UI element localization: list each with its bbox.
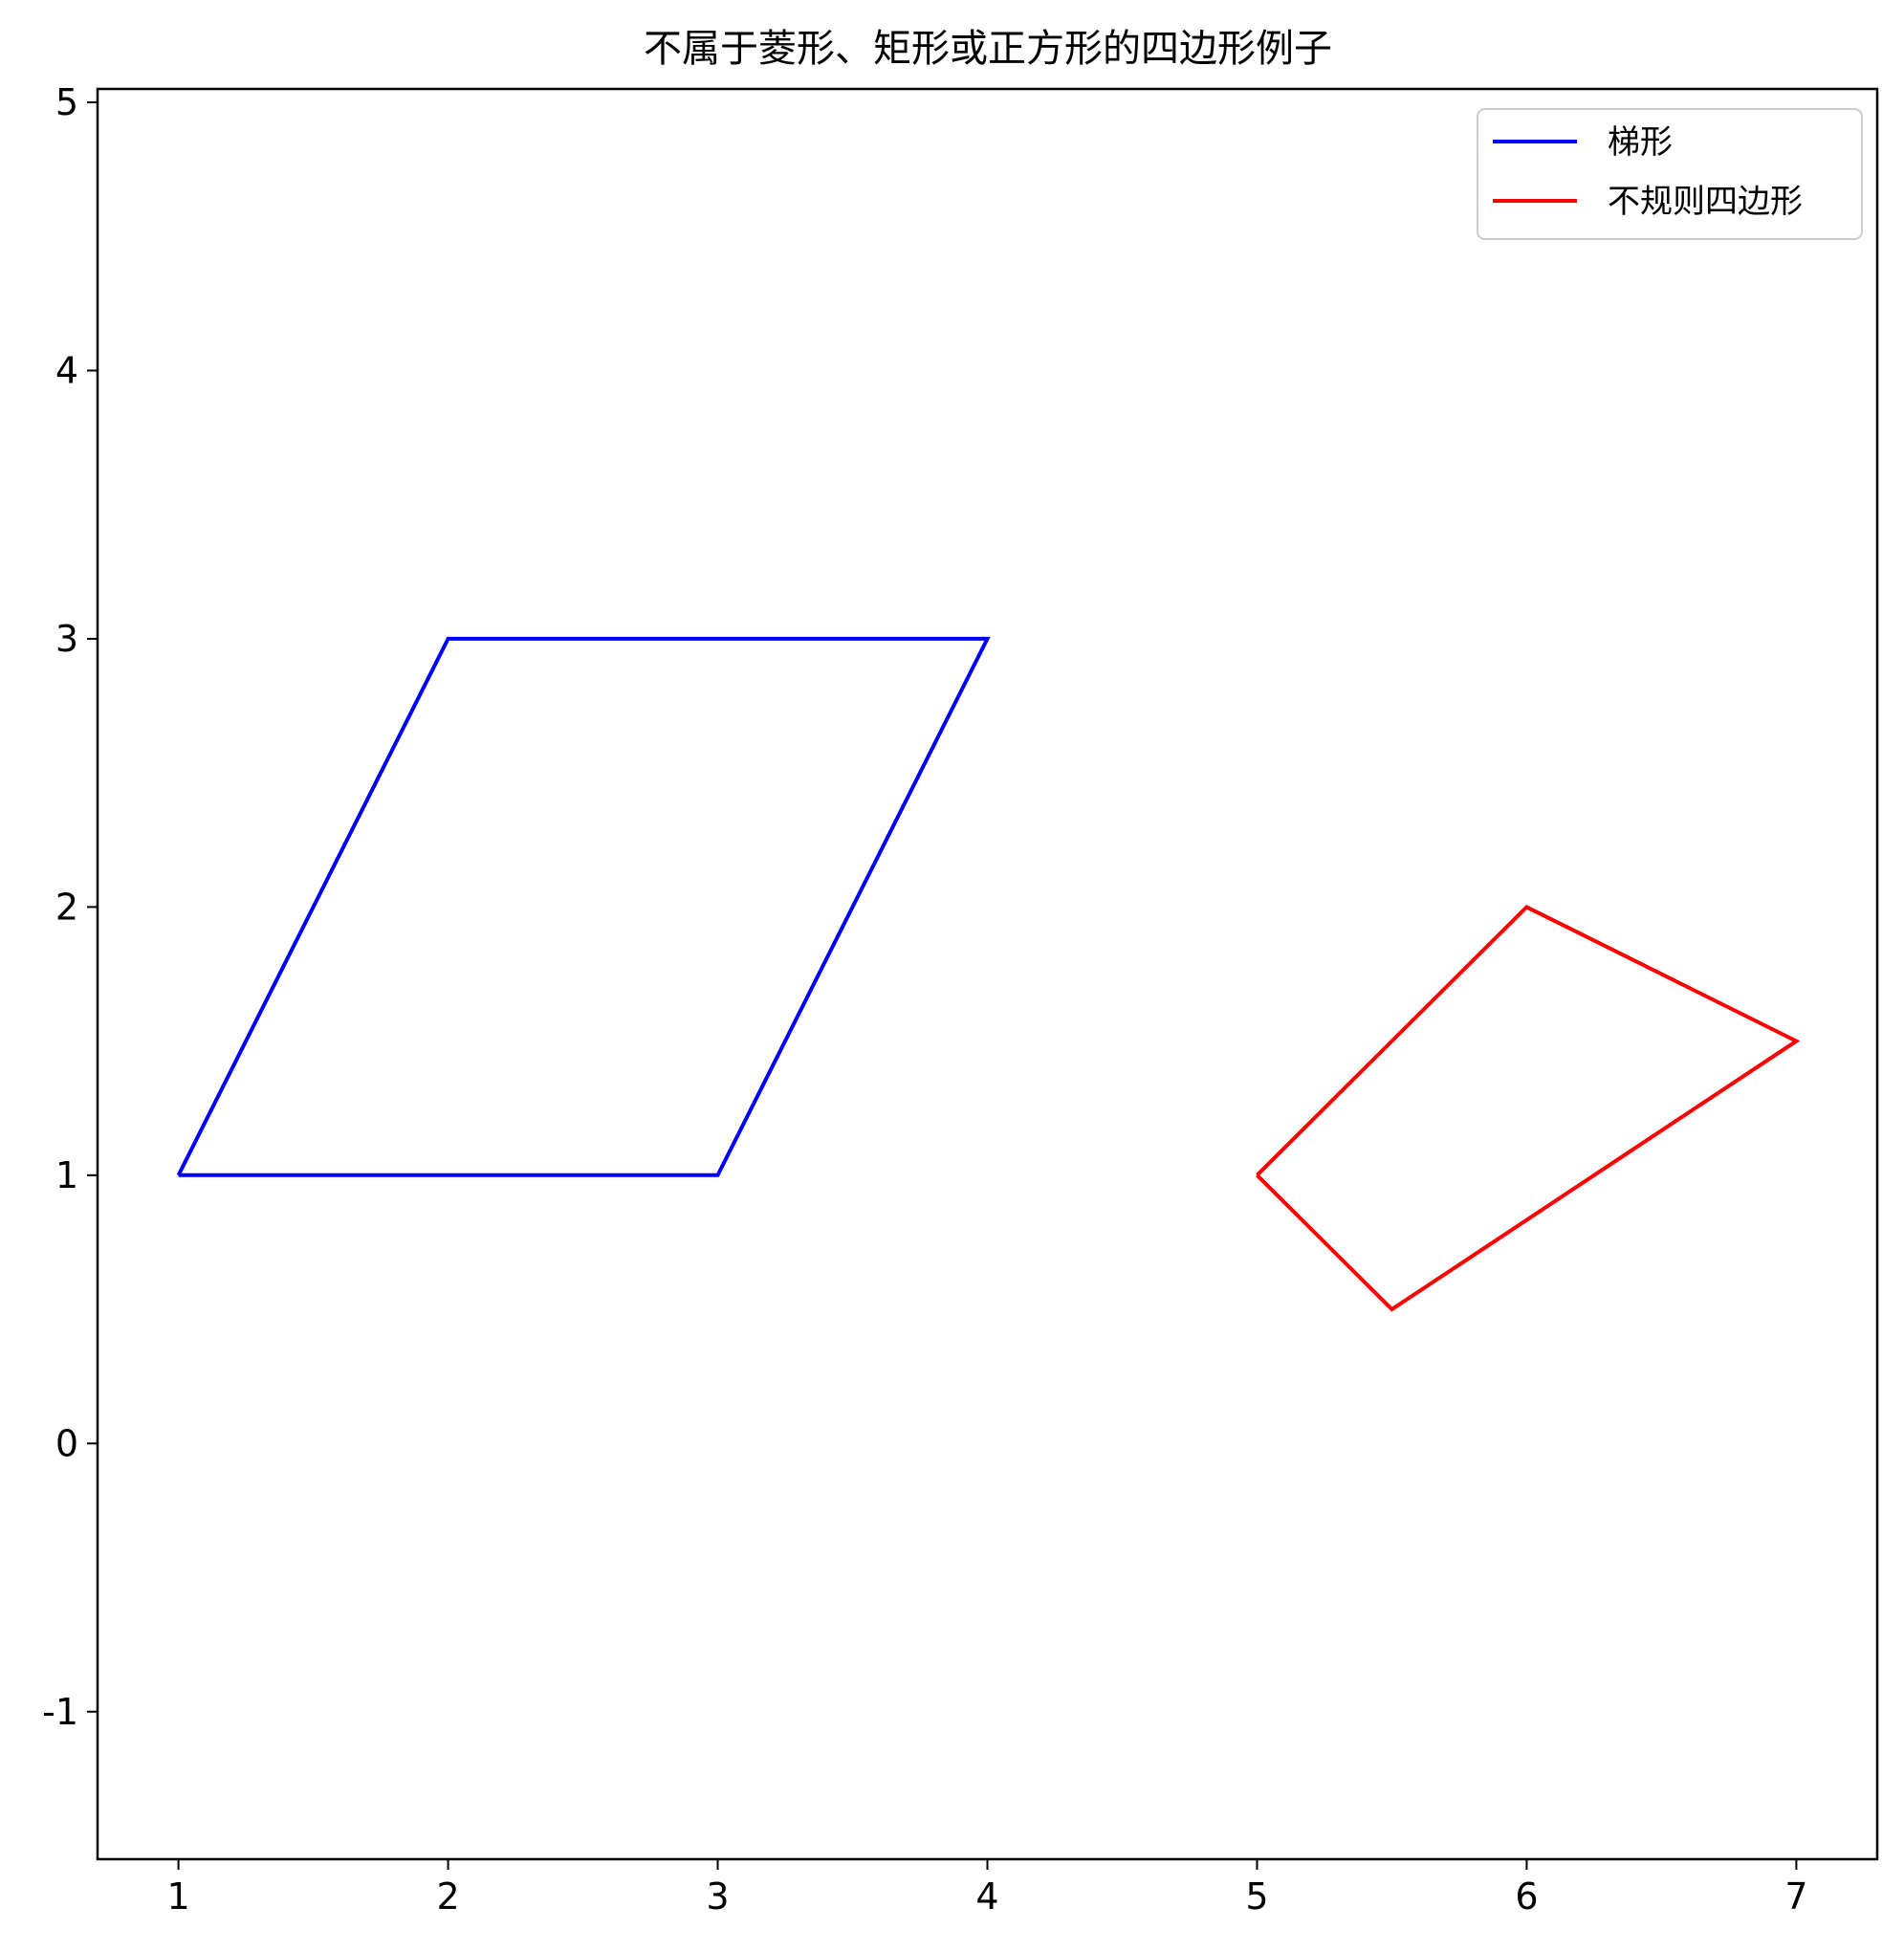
plot-area bbox=[176, 636, 1801, 1312]
y-tick-label: 4 bbox=[55, 349, 78, 391]
x-tick-label: 1 bbox=[166, 1875, 189, 1918]
y-tick-label: -1 bbox=[42, 1691, 78, 1733]
x-tick-label: 4 bbox=[975, 1875, 998, 1918]
y-tick-label: 3 bbox=[55, 618, 78, 660]
x-tick-label: 2 bbox=[436, 1875, 459, 1918]
chart-title: 不属于菱形、矩形或正方形的四边形例子 bbox=[644, 27, 1332, 71]
x-tick-label: 5 bbox=[1245, 1875, 1268, 1918]
series-line-2 bbox=[1256, 904, 1801, 1312]
y-tick-label: 1 bbox=[55, 1154, 78, 1196]
series-line-1 bbox=[176, 636, 991, 1177]
x-tick-label: 3 bbox=[706, 1875, 729, 1918]
y-tick-label: 0 bbox=[55, 1422, 78, 1464]
y-tick-label: 2 bbox=[55, 886, 78, 928]
legend-label: 梯形 bbox=[1608, 123, 1673, 162]
x-tick-label: 7 bbox=[1784, 1875, 1807, 1918]
legend-label: 不规则四边形 bbox=[1608, 183, 1803, 221]
y-tick-label: 5 bbox=[55, 81, 78, 123]
x-tick-label: 6 bbox=[1515, 1875, 1538, 1918]
axis-ticks: 1 2 3 4 5 6 7 -1 0 1 2 3 4 5 bbox=[42, 81, 1807, 1918]
